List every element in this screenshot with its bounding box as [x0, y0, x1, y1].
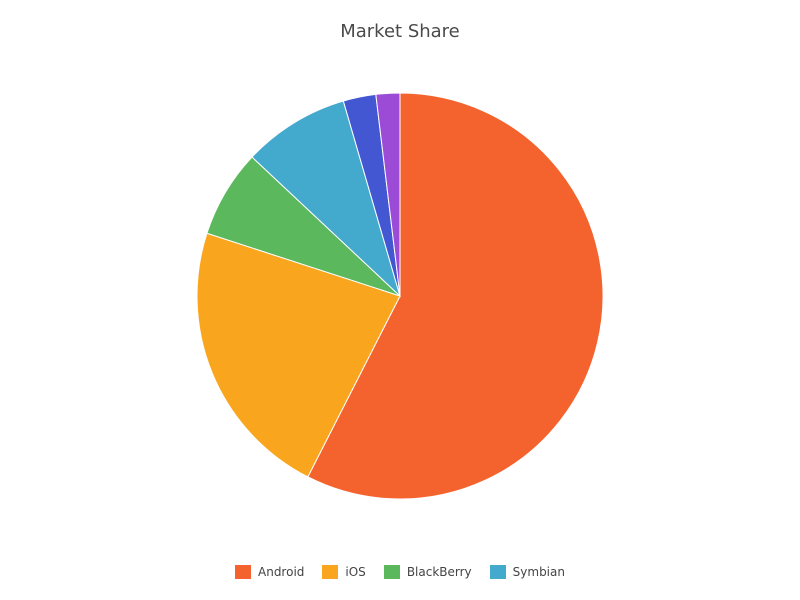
chart-title: Market Share: [340, 21, 460, 42]
legend-swatch: [235, 565, 251, 579]
legend-label: Symbian: [512, 565, 565, 579]
pie-slice-symbian[interactable]: [251, 100, 401, 298]
legend-label: iOS: [345, 565, 366, 579]
chart-legend: Android iOS BlackBerry Symbian: [0, 563, 800, 581]
pie-slice-android[interactable]: [307, 92, 604, 500]
legend-item-ios[interactable]: iOS: [322, 563, 366, 581]
pie-slice-unlabeled-5[interactable]: [375, 92, 401, 297]
legend-item-symbian[interactable]: Symbian: [489, 563, 565, 581]
pie-slice-ios[interactable]: [196, 232, 401, 478]
legend-label: BlackBerry: [406, 565, 472, 579]
legend-swatch: [489, 565, 506, 579]
legend-label: Android: [258, 565, 305, 579]
legend-swatch: [322, 565, 339, 579]
legend-swatch: [383, 565, 400, 579]
legend-item-blackberry[interactable]: BlackBerry: [383, 563, 472, 581]
legend-item-android[interactable]: Android: [235, 563, 304, 581]
